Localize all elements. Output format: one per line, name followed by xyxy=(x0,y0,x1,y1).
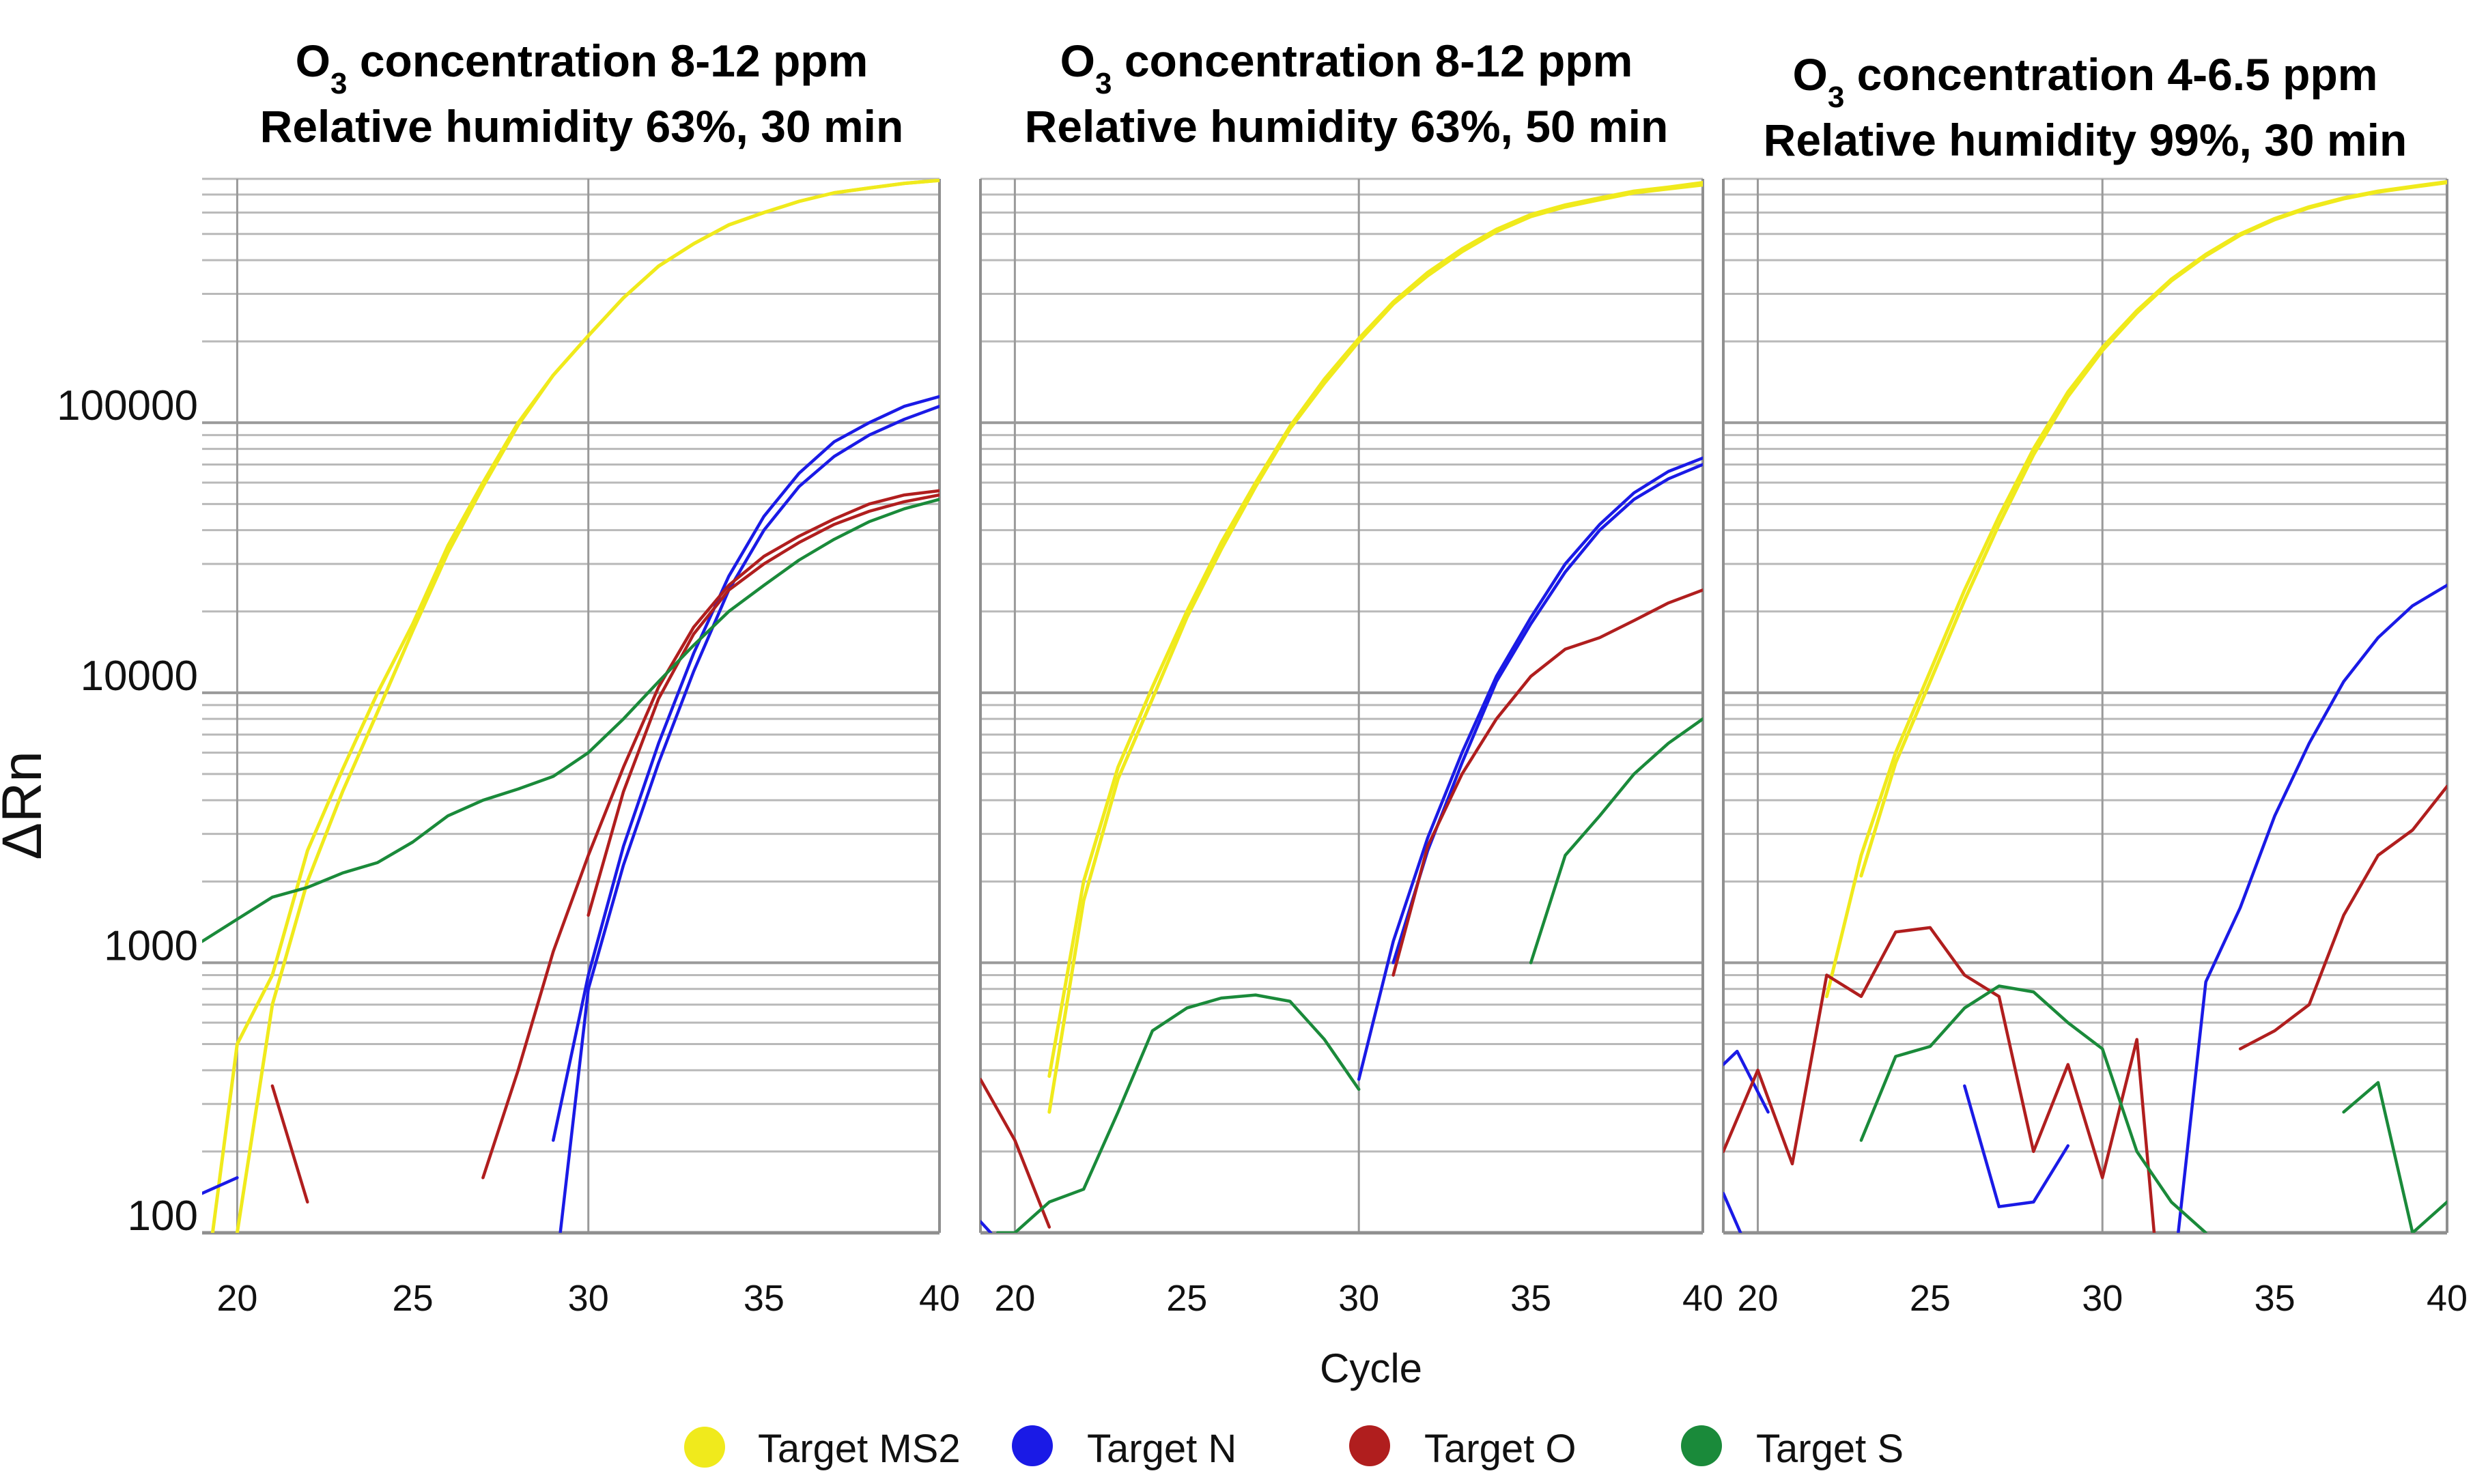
series-line-n xyxy=(1723,1049,1770,1114)
series-line-o xyxy=(2238,784,2447,1051)
series-line-ms2 xyxy=(1824,180,2447,999)
series-line-o xyxy=(587,493,939,917)
x-tick-label: 30 xyxy=(1338,1278,1379,1319)
x-axis-label: Cycle xyxy=(1320,1345,1422,1391)
series-line-n xyxy=(1963,1084,2070,1208)
panel-title-line1: O3 concentration 8-12 ppm xyxy=(1060,35,1633,100)
x-tick-label: 40 xyxy=(2427,1278,2468,1319)
y-tick-label: 100 xyxy=(128,1193,198,1240)
title-subscript: 3 xyxy=(330,67,347,100)
title-text-part: O xyxy=(296,35,330,86)
series-line-s xyxy=(2342,1081,2447,1233)
x-tick-label: 40 xyxy=(1682,1278,1723,1319)
panel-series xyxy=(980,181,1703,1233)
series-line-n xyxy=(980,1220,993,1233)
series-line-s xyxy=(1529,717,1703,965)
panel-title-line2: Relative humidity 99%, 30 min xyxy=(1764,115,2407,165)
series-line-ms2 xyxy=(235,179,939,1233)
title-text-part: O xyxy=(1793,49,1828,100)
legend-marker-n xyxy=(1012,1425,1053,1466)
series-line-ms2 xyxy=(1047,183,1703,1114)
x-tick-label: 40 xyxy=(919,1278,960,1319)
series-line-n xyxy=(1723,1191,1742,1233)
legend-label-ms2: Target MS2 xyxy=(758,1427,961,1471)
series-line-n xyxy=(552,395,939,1142)
title-subscript: 3 xyxy=(1095,67,1112,100)
x-tick-label: 30 xyxy=(568,1278,609,1319)
x-tick-label: 25 xyxy=(393,1278,434,1319)
series-line-o xyxy=(1391,588,1703,977)
x-tick-label: 25 xyxy=(1910,1278,1951,1319)
series-line-s xyxy=(202,498,939,943)
y-tick-label: 1000 xyxy=(104,922,198,969)
panel-title-line1: O3 concentration 8-12 ppm xyxy=(296,35,868,100)
series-line-o xyxy=(1723,926,2156,1233)
title-text-part: concentration 4-6.5 ppm xyxy=(1844,49,2377,100)
y-tick-label: 100000 xyxy=(57,382,198,429)
x-tick-label: 35 xyxy=(1510,1278,1551,1319)
legend: Target MS2 Target N Target O Target S xyxy=(684,1425,1904,1471)
series-line-ms2 xyxy=(210,179,939,1233)
legend-item-ms2: Target MS2 xyxy=(684,1427,961,1471)
y-axis-label: ΔRn xyxy=(0,751,53,860)
panel-gridlines xyxy=(980,177,1703,1234)
title-text-part: concentration 8-12 ppm xyxy=(1112,35,1633,86)
y-tick-labels: 100 1000 10000 100000 xyxy=(57,382,198,1240)
legend-label-s: Target S xyxy=(1756,1427,1904,1471)
series-line-s xyxy=(995,993,1361,1233)
legend-marker-s xyxy=(1681,1425,1722,1466)
panel-title-line2: Relative humidity 63%, 50 min xyxy=(1025,101,1669,152)
legend-label-o: Target O xyxy=(1424,1427,1576,1471)
legend-marker-ms2 xyxy=(684,1427,725,1468)
series-line-s xyxy=(1859,984,2207,1233)
legend-marker-o xyxy=(1349,1425,1390,1466)
x-tick-label: 35 xyxy=(744,1278,785,1319)
series-line-n xyxy=(1391,463,1703,965)
series-line-o xyxy=(980,1077,1051,1229)
series-line-o xyxy=(270,1084,309,1204)
x-tick-label: 30 xyxy=(2082,1278,2123,1319)
legend-label-n: Target N xyxy=(1087,1427,1236,1471)
x-tick-label: 25 xyxy=(1166,1278,1207,1319)
series-line-o xyxy=(481,489,939,1180)
x-tick-label: 20 xyxy=(216,1278,257,1319)
series-line-ms2 xyxy=(1047,181,1703,1079)
panel-title-line1: O3 concentration 4-6.5 ppm xyxy=(1793,49,2378,114)
series-line-ms2 xyxy=(1859,181,2447,878)
x-tick-label: 35 xyxy=(2255,1278,2295,1319)
y-tick-label: 10000 xyxy=(81,653,198,700)
series-line-n xyxy=(559,404,939,1233)
panel-title-line2: Relative humidity 63%, 30 min xyxy=(260,101,904,152)
panel-series xyxy=(1723,180,2447,1233)
panel-gridlines xyxy=(202,177,939,1234)
legend-item-s: Target S xyxy=(1681,1425,1904,1471)
panel-series xyxy=(202,179,939,1233)
panel-gridlines xyxy=(1723,177,2447,1234)
x-tick-label: 20 xyxy=(1737,1278,1778,1319)
series-line-n xyxy=(202,1176,239,1195)
title-text-part: concentration 8-12 ppm xyxy=(348,35,868,86)
title-subscript: 3 xyxy=(1828,81,1844,114)
series-line-n xyxy=(1357,456,1703,1081)
x-tick-label: 20 xyxy=(994,1278,1035,1319)
legend-item-o: Target O xyxy=(1349,1425,1576,1471)
series-line-n xyxy=(2177,584,2447,1233)
legend-item-n: Target N xyxy=(1012,1425,1236,1471)
title-text-part: O xyxy=(1060,35,1095,86)
